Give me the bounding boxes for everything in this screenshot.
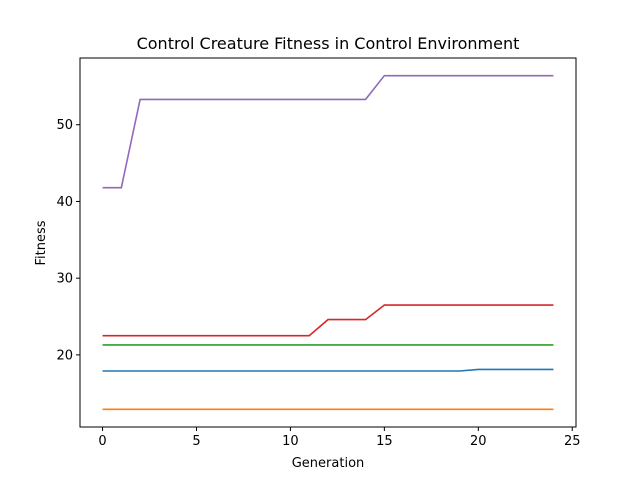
series-line-1 [102, 368, 554, 372]
x-tick-label: 25 [564, 434, 581, 449]
x-tick-label: 5 [192, 434, 200, 449]
x-tick-label: 0 [98, 434, 106, 449]
chart-title: Control Creature Fitness in Control Envi… [137, 34, 520, 53]
x-axis-label: Generation [292, 456, 365, 471]
y-tick-label: 50 [56, 118, 73, 133]
x-tick-label: 20 [470, 434, 487, 449]
series-layer [102, 74, 554, 411]
y-tick-label: 30 [56, 272, 73, 287]
y-axis-label: Fitness [34, 220, 49, 265]
ticks-layer: 0 5 10 15 20 25 20 30 40 50 [56, 118, 580, 449]
y-tick-label: 20 [56, 348, 73, 363]
x-tick-label: 15 [376, 434, 393, 449]
series-line-4 [102, 304, 554, 337]
plot-frame [79, 57, 577, 428]
series-line-5 [102, 74, 554, 189]
x-tick-label: 10 [282, 434, 299, 449]
y-tick-label: 40 [56, 195, 73, 210]
